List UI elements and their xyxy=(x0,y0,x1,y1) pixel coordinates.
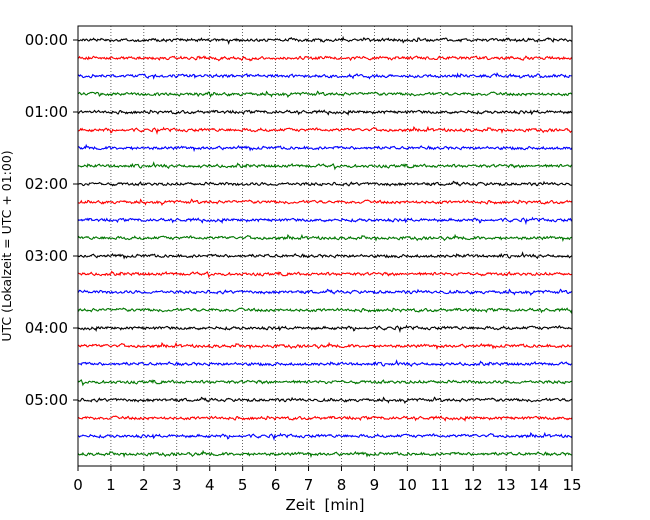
x-tick-label-6: 6 xyxy=(271,476,281,494)
trace-row-0145 xyxy=(77,161,573,171)
x-tick-label-11: 11 xyxy=(431,476,450,494)
trace-row-0445 xyxy=(77,379,573,387)
x-tick-label-2: 2 xyxy=(139,476,149,494)
x-tick-label-5: 5 xyxy=(238,476,248,494)
trace-row-0300 xyxy=(77,251,573,260)
x-tick-label-10: 10 xyxy=(398,476,417,494)
x-tick-label-13: 13 xyxy=(497,476,516,494)
x-axis: 0 1 2 3 4 5 6 7 8 9 10 11 12 13 14 15 xyxy=(73,466,582,494)
grid-lines xyxy=(110,26,540,466)
trace-row-0115 xyxy=(77,125,573,136)
y-axis: 00:00 01:00 02:00 03:00 04:00 05:00 xyxy=(25,31,78,409)
seismic-traces xyxy=(77,35,573,459)
y-tick-label-0200: 02:00 xyxy=(25,175,68,193)
trace-row-0430 xyxy=(77,359,573,368)
x-tick-label-14: 14 xyxy=(530,476,549,494)
trace-row-0215 xyxy=(77,198,573,207)
trace-row-0345 xyxy=(77,307,573,314)
trace-row-0515 xyxy=(77,415,573,422)
x-tick-label-7: 7 xyxy=(304,476,314,494)
trace-row-0045 xyxy=(77,90,573,98)
trace-row-0100 xyxy=(77,109,573,116)
x-tick-label-3: 3 xyxy=(172,476,182,494)
trace-row-0530 xyxy=(77,431,573,442)
trace-row-0500 xyxy=(77,396,573,405)
trace-row-0245 xyxy=(77,233,573,243)
x-axis-title: Zeit [min] xyxy=(285,496,364,514)
trace-row-0030 xyxy=(77,72,573,80)
trace-row-0015 xyxy=(77,55,573,62)
x-tick-label-12: 12 xyxy=(464,476,483,494)
y-tick-label-0100: 01:00 xyxy=(25,103,68,121)
x-tick-label-15: 15 xyxy=(562,476,581,494)
x-tick-label-9: 9 xyxy=(370,476,380,494)
x-tick-label-0: 0 xyxy=(73,476,83,494)
trace-row-0230 xyxy=(77,216,573,226)
y-tick-label-0300: 03:00 xyxy=(25,247,68,265)
trace-row-0545 xyxy=(77,449,573,459)
trace-row-0400 xyxy=(77,324,573,334)
plot-frame xyxy=(77,25,573,467)
trace-row-0330 xyxy=(77,288,573,296)
x-tick-label-1: 1 xyxy=(106,476,116,494)
trace-row-0130 xyxy=(77,143,573,153)
trace-row-0415 xyxy=(77,341,573,351)
trace-row-0000 xyxy=(77,35,573,46)
trace-row-0200 xyxy=(77,180,573,187)
x-tick-label-4: 4 xyxy=(205,476,215,494)
y-tick-label-0500: 05:00 xyxy=(25,391,68,409)
y-tick-label-0400: 04:00 xyxy=(25,319,68,337)
trace-row-0315 xyxy=(77,270,573,279)
y-tick-label-0000: 00:00 xyxy=(25,31,68,49)
y-axis-title: UTC (Lokalzeit = UTC + 01:00) xyxy=(0,150,14,341)
x-tick-label-8: 8 xyxy=(337,476,347,494)
